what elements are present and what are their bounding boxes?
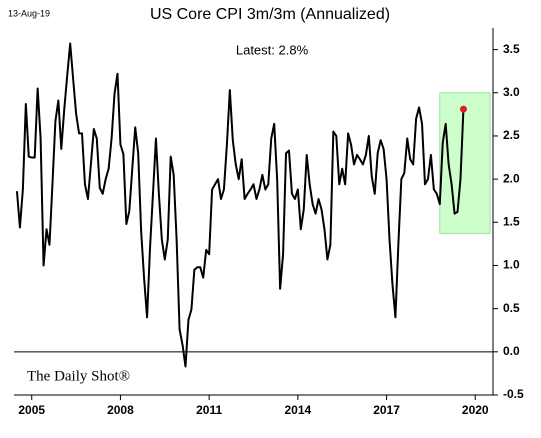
y-tick-label: 1.0 [503,258,520,272]
y-tick-label: 0.5 [503,301,520,315]
x-tick-label: 2008 [107,403,134,417]
source: The Daily Shot® [27,368,130,384]
x-tick-label: 2005 [18,403,45,417]
annotation: Latest: 2.8% [236,42,309,57]
y-tick-label: 3.0 [503,85,520,99]
x-tick-label: 2014 [285,403,312,417]
chart-title: US Core CPI 3m/3m (Annualized) [150,6,390,23]
y-tick-label: 0.0 [503,344,520,358]
x-tick-label: 2011 [196,403,222,417]
y-tick-label: 3.5 [503,42,520,56]
x-tick-label: 2017 [373,403,400,417]
y-tick-label: -0.5 [503,387,524,401]
series-line [15,42,465,368]
latest-dot [459,105,467,113]
y-tick-label: 2.5 [503,128,520,142]
y-tick-label: 2.0 [503,171,520,185]
highlight-box [439,92,491,235]
y-tick-label: 1.5 [503,214,520,228]
date-label: 13-Aug-19 [8,8,50,18]
x-tick-label: 2020 [462,403,489,417]
